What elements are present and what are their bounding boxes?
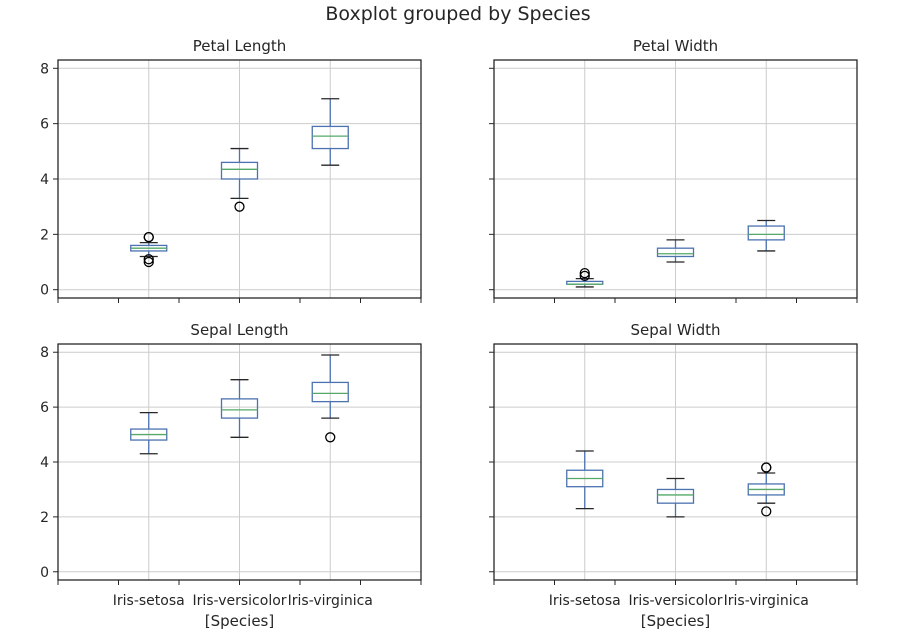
panel-title: Sepal Length <box>190 321 288 339</box>
iqr-box <box>220 161 259 180</box>
outlier-point <box>579 270 590 282</box>
outlier-point <box>325 432 336 443</box>
iqr-box <box>656 247 695 258</box>
y-tick-label: 4 <box>40 172 49 188</box>
outlier-point <box>234 201 245 212</box>
plot-frame <box>493 59 858 299</box>
panel-title: Sepal Width <box>631 321 721 339</box>
x-tick-label: Iris-versicolor <box>192 593 286 609</box>
box-iris-versicolor <box>656 239 695 263</box>
box-iris-versicolor <box>656 477 695 518</box>
box-iris-virginica <box>311 98 349 166</box>
subplot-petal-length: Petal Length 0 2 4 6 8 <box>40 37 422 303</box>
box-iris-versicolor <box>220 147 259 212</box>
subplot-grid: Petal Length 0 2 4 6 8 Petal Width Sepal Length… <box>40 37 858 630</box>
x-axis-label: [Species] <box>205 612 274 630</box>
x-axis-label: [Species] <box>641 612 710 630</box>
iqr-box <box>311 381 349 403</box>
y-tick-label: 2 <box>40 510 49 526</box>
box-iris-virginica <box>311 354 349 443</box>
iqr-box <box>747 225 785 241</box>
outlier-point <box>143 256 154 268</box>
outlier-point <box>761 462 772 473</box>
x-tick-label: Iris-setosa <box>549 593 621 609</box>
box-iris-virginica <box>747 219 785 252</box>
outlier-point <box>579 267 590 279</box>
outlier-point <box>143 231 154 243</box>
figure-title: Boxplot grouped by Species <box>325 3 590 25</box>
y-tick-label: 0 <box>40 283 49 299</box>
y-tick-label: 0 <box>40 565 49 581</box>
iqr-box <box>220 398 259 419</box>
panel-title: Petal Width <box>633 37 718 55</box>
x-tick-label: Iris-virginica <box>724 593 809 609</box>
subplot-sepal-length: Sepal Length 0 2 4 6 8 Iris-setosa Iris-versico… <box>40 321 422 630</box>
subplot-sepal-width: Sepal Width Iris-setosa Iris-versicolor Iri… <box>489 321 858 630</box>
box-iris-setosa <box>130 231 168 268</box>
y-tick-label: 6 <box>40 400 49 416</box>
iqr-box <box>311 125 349 150</box>
box-iris-versicolor <box>220 379 259 438</box>
panel-title: Petal Length <box>193 37 287 55</box>
y-tick-label: 8 <box>40 61 49 77</box>
box-iris-setosa <box>130 411 168 455</box>
x-tick-label: Iris-setosa <box>113 593 185 609</box>
plot-frame <box>57 59 422 299</box>
outlier-point <box>143 254 154 265</box>
y-tick-label: 6 <box>40 117 49 133</box>
x-tick-label: Iris-versicolor <box>628 593 722 609</box>
box-iris-setosa <box>566 267 604 288</box>
box-iris-virginica <box>747 462 785 517</box>
plot-frame <box>57 343 422 581</box>
box-iris-setosa <box>566 450 604 510</box>
y-tick-label: 8 <box>40 345 49 361</box>
iqr-box <box>656 488 695 504</box>
y-tick-label: 4 <box>40 455 49 471</box>
plot-frame <box>493 343 858 581</box>
y-tick-label: 2 <box>40 227 49 243</box>
x-tick-label: Iris-virginica <box>288 593 373 609</box>
outlier-point <box>761 506 772 517</box>
subplot-petal-width: Petal Width <box>489 37 858 303</box>
